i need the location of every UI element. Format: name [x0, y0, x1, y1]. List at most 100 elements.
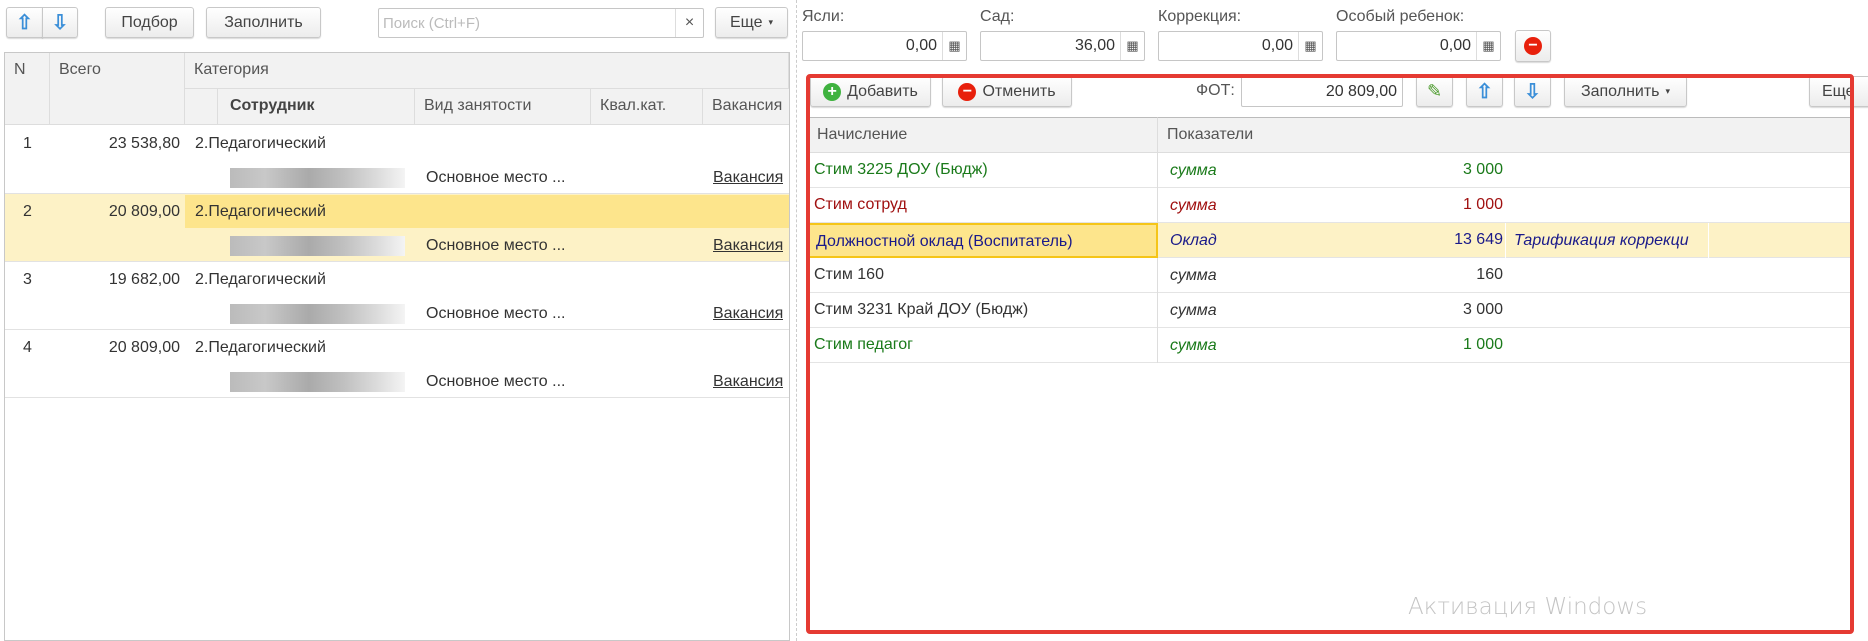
cancel-label: Отменить: [982, 82, 1056, 100]
field-label: Сад:: [980, 8, 1015, 25]
cell-indicator: Оклад: [1170, 232, 1217, 249]
calculator-icon[interactable]: ▦: [1298, 32, 1322, 60]
clear-search-button[interactable]: ×: [675, 9, 703, 37]
more-button[interactable]: Еще ▾: [715, 7, 788, 38]
cell-category: 2.Педагогический: [195, 135, 326, 152]
dropdown-icon: ▾: [1665, 86, 1671, 96]
vacancy-link[interactable]: Вакансия: [713, 237, 784, 254]
cell-n: 1: [23, 135, 32, 152]
plus-circle-icon: +: [823, 82, 842, 101]
cell-value: 3 000: [1462, 161, 1503, 178]
cell-value: 13 649: [1454, 231, 1503, 248]
fill-button[interactable]: Заполнить: [206, 7, 321, 38]
field-label: Ясли:: [802, 8, 845, 25]
col-accrual[interactable]: Начисление: [808, 117, 1158, 153]
cell-n: 3: [23, 271, 32, 288]
col-category[interactable]: Категория: [185, 53, 789, 89]
edit-button[interactable]: ✎: [1416, 76, 1453, 107]
employee-name-redacted: [230, 236, 405, 256]
clear-values-button[interactable]: −: [1515, 30, 1551, 62]
table-row[interactable]: Стим 3231 Край ДОУ (Бюдж) сумма 3 000: [808, 293, 1852, 328]
pick-button[interactable]: Подбор: [105, 7, 194, 38]
fot-value: 20 809,00: [1325, 82, 1397, 100]
more-button[interactable]: Еще: [1809, 76, 1868, 107]
col-total[interactable]: Всего: [50, 53, 185, 125]
table-row[interactable]: Стим 3225 ДОУ (Бюдж) сумма 3 000: [808, 153, 1852, 188]
more-label: Еще: [729, 13, 763, 31]
cell-accrual[interactable]: Должностной оклад (Воспитатель): [808, 223, 1158, 258]
field-value: 0,00: [1261, 37, 1293, 54]
fot-field[interactable]: 20 809,00: [1241, 76, 1403, 107]
col-indicators[interactable]: Показатели: [1158, 117, 1852, 153]
search-input[interactable]: Поиск (Ctrl+F) ×: [378, 8, 704, 38]
fot-label: ФОТ:: [1196, 82, 1235, 99]
table-row[interactable]: 4 20 809,00 2.Педагогический Основное место…: [5, 330, 789, 398]
cell-n: 4: [23, 339, 32, 356]
col-blank: [185, 89, 218, 125]
calculator-icon[interactable]: ▦: [942, 32, 966, 60]
field-value: 0,00: [905, 37, 937, 54]
cell-indicator: сумма: [1170, 337, 1217, 354]
vacancy-link[interactable]: Вакансия: [713, 373, 784, 390]
cell-accrual[interactable]: Стим 160: [808, 258, 1158, 293]
move-down-button[interactable]: ⇩: [1514, 76, 1551, 107]
table-row[interactable]: Стим сотруд сумма 1 000: [808, 188, 1852, 223]
move-up-button[interactable]: ⇧: [1466, 76, 1503, 107]
table-row[interactable]: Стим педагог сумма 1 000: [808, 328, 1852, 363]
table-row[interactable]: 3 19 682,00 2.Педагогический Основное место…: [5, 262, 789, 330]
cell-accrual[interactable]: Стим 3231 Край ДОУ (Бюдж): [808, 293, 1158, 328]
windows-activation-watermark: Активация Windows: [1408, 594, 1648, 620]
arrow-up-icon: ⇧: [16, 12, 33, 34]
cell-total: 23 538,80: [108, 135, 180, 152]
arrow-down-icon: ⇩: [1524, 81, 1541, 103]
vacancy-link[interactable]: Вакансия: [713, 305, 784, 322]
cell-employment: Основное место ...: [426, 169, 566, 186]
cell-accrual[interactable]: Стим педагог: [808, 328, 1158, 363]
number-field[interactable]: 0,00 ▦: [802, 31, 967, 61]
add-label: Добавить: [847, 82, 918, 100]
cell-total: 20 809,00: [108, 339, 180, 356]
cell-total: 20 809,00: [108, 203, 180, 220]
cell-accrual[interactable]: Стим сотруд: [808, 188, 1158, 223]
cell-n: 2: [23, 203, 32, 220]
panel-divider[interactable]: [796, 0, 797, 641]
table-row[interactable]: 1 23 538,80 2.Педагогический Основное место…: [5, 126, 789, 194]
col-n[interactable]: N: [5, 53, 50, 125]
search-placeholder: Поиск (Ctrl+F): [383, 14, 480, 32]
cell-accrual[interactable]: Стим 3225 ДОУ (Бюдж): [808, 153, 1158, 188]
move-down-button[interactable]: ⇩: [42, 7, 78, 38]
fill-dropdown-button[interactable]: Заполнить ▾: [1564, 76, 1687, 107]
cell-indicator: сумма: [1170, 267, 1217, 284]
minus-circle-icon: −: [1524, 37, 1542, 55]
number-field[interactable]: 0,00 ▦: [1336, 31, 1501, 61]
cell-employment: Основное место ...: [426, 305, 566, 322]
table-row[interactable]: Должностной оклад (Воспитатель) Оклад 13 6…: [808, 223, 1852, 258]
number-field[interactable]: 36,00 ▦: [980, 31, 1145, 61]
table-row[interactable]: Стим 160 сумма 160: [808, 258, 1852, 293]
minus-circle-icon: −: [958, 82, 977, 101]
col-employee[interactable]: Сотрудник: [218, 89, 415, 125]
cell-value: 1 000: [1462, 196, 1503, 213]
add-button[interactable]: + Добавить: [810, 76, 931, 107]
move-up-button[interactable]: ⇧: [6, 7, 43, 38]
pencil-icon: ✎: [1426, 81, 1443, 101]
field-value: 0,00: [1439, 37, 1471, 54]
cell-employment: Основное место ...: [426, 373, 566, 390]
number-field[interactable]: 0,00 ▦: [1158, 31, 1323, 61]
table-row[interactable]: 2 20 809,00 2.Педагогический Основное место…: [5, 194, 789, 262]
cell-value: 3 000: [1462, 301, 1503, 318]
arrow-down-icon: ⇩: [51, 12, 69, 34]
cell-indicator: сумма: [1170, 162, 1217, 179]
cancel-button[interactable]: − Отменить: [942, 76, 1072, 107]
col-qual[interactable]: Квал.кат.: [591, 89, 703, 125]
calculator-icon[interactable]: ▦: [1476, 32, 1500, 60]
col-vacancy[interactable]: Вакансия: [703, 89, 789, 125]
arrow-up-icon: ⇧: [1476, 81, 1493, 103]
cell-total: 19 682,00: [108, 271, 180, 288]
employee-name-redacted: [230, 372, 405, 392]
vacancy-link[interactable]: Вакансия: [713, 169, 784, 186]
cell-category: 2.Педагогический: [195, 203, 326, 220]
employee-name-redacted: [230, 304, 405, 324]
calculator-icon[interactable]: ▦: [1120, 32, 1144, 60]
col-employment[interactable]: Вид занятости: [415, 89, 591, 125]
